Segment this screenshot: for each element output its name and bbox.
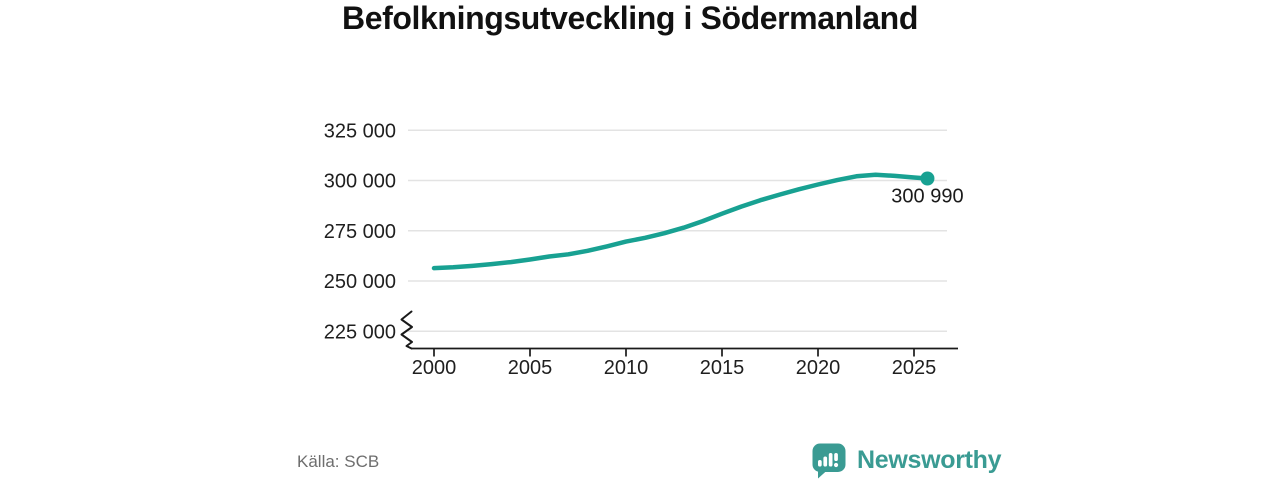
x-tick-label: 2015 <box>700 357 745 379</box>
source-label: Källa: SCB <box>297 452 380 471</box>
x-tick-label: 2000 <box>412 357 457 379</box>
y-tick-label: 325 000 <box>324 120 396 142</box>
y-tick-label: 250 000 <box>324 271 396 293</box>
end-value-label: 300 990 <box>891 186 963 208</box>
x-tick-label: 2010 <box>604 357 649 379</box>
y-tick-label: 300 000 <box>324 171 396 193</box>
y-tick-label: 225 000 <box>324 321 396 343</box>
x-tick-label: 2025 <box>892 357 937 379</box>
x-tick-label: 2020 <box>796 357 841 379</box>
newsworthy-logo-icon <box>812 443 846 479</box>
series-line <box>431 172 930 271</box>
newsworthy-wordmark: Newsworthy <box>857 445 1002 474</box>
axis-break-icon <box>400 310 413 350</box>
end-dot <box>920 171 935 186</box>
y-tick-label: 275 000 <box>324 221 396 243</box>
chart-title: Befolkningsutveckling i Södermanland <box>342 0 918 36</box>
newsworthy-logo: Newsworthy <box>810 441 1002 479</box>
line-chart: 325 000 300 000 275 000 250 000 225 000 2000 2… <box>324 120 964 379</box>
x-tick-label: 2005 <box>508 357 553 379</box>
